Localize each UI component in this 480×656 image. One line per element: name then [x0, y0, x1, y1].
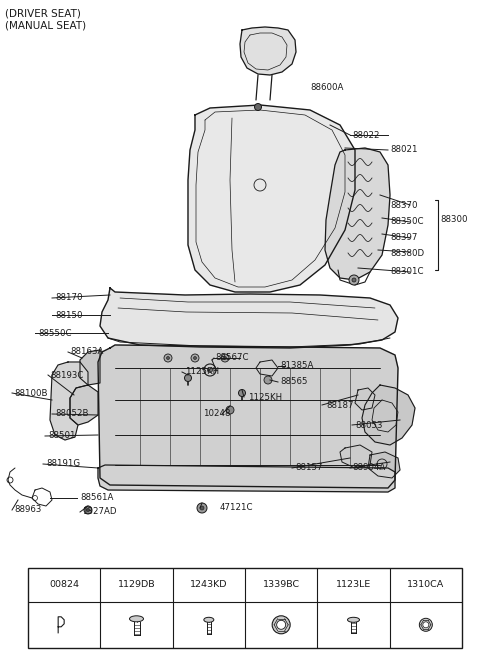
Circle shape	[221, 354, 229, 362]
Ellipse shape	[272, 616, 290, 634]
Ellipse shape	[348, 617, 360, 623]
Text: 1125KH: 1125KH	[185, 367, 219, 377]
Text: 88565: 88565	[280, 377, 308, 386]
Polygon shape	[98, 345, 398, 488]
Text: 88380D: 88380D	[390, 249, 424, 258]
Text: 1339BC: 1339BC	[263, 581, 300, 589]
Polygon shape	[80, 350, 100, 385]
Text: 88163A: 88163A	[70, 348, 103, 356]
Text: 88300: 88300	[440, 216, 468, 224]
Circle shape	[352, 278, 356, 282]
Text: 00824: 00824	[49, 581, 79, 589]
Circle shape	[86, 508, 89, 512]
Text: 1310CA: 1310CA	[407, 581, 444, 589]
Text: 88022: 88022	[352, 131, 380, 140]
Ellipse shape	[204, 617, 214, 623]
Circle shape	[207, 367, 213, 373]
Text: 88053: 88053	[355, 420, 383, 430]
Bar	[28, 568, 462, 648]
Ellipse shape	[423, 622, 429, 628]
Text: 1129DB: 1129DB	[118, 581, 156, 589]
Text: 88550C: 88550C	[38, 329, 72, 337]
Circle shape	[193, 356, 196, 359]
Text: 88191G: 88191G	[46, 459, 80, 468]
Text: 10248: 10248	[203, 409, 230, 419]
Circle shape	[254, 104, 262, 110]
Circle shape	[224, 356, 227, 359]
Text: 1327AD: 1327AD	[82, 508, 117, 516]
Polygon shape	[362, 385, 415, 445]
Polygon shape	[368, 452, 400, 478]
Circle shape	[264, 376, 272, 384]
Text: 88561A: 88561A	[80, 493, 113, 502]
Text: (DRIVER SEAT): (DRIVER SEAT)	[5, 8, 81, 18]
Text: 88904A: 88904A	[352, 464, 385, 472]
Polygon shape	[98, 465, 395, 492]
Circle shape	[167, 356, 169, 359]
Circle shape	[191, 354, 199, 362]
Text: (MANUAL SEAT): (MANUAL SEAT)	[5, 20, 86, 30]
Circle shape	[197, 503, 207, 513]
Polygon shape	[240, 27, 296, 75]
Text: 1243KD: 1243KD	[190, 581, 228, 589]
Polygon shape	[355, 388, 375, 410]
Text: 88157: 88157	[295, 464, 323, 472]
Text: 88100B: 88100B	[14, 388, 48, 398]
Text: 88052B: 88052B	[55, 409, 88, 419]
Circle shape	[184, 375, 192, 382]
Polygon shape	[188, 105, 355, 292]
Polygon shape	[50, 362, 88, 440]
Text: 1125KH: 1125KH	[248, 392, 282, 401]
Polygon shape	[340, 445, 372, 468]
Text: 88350C: 88350C	[390, 218, 423, 226]
Text: 1123LE: 1123LE	[336, 581, 371, 589]
Text: 88397: 88397	[390, 234, 418, 243]
Text: 47121C: 47121C	[220, 504, 253, 512]
Text: 88301C: 88301C	[390, 268, 423, 276]
Polygon shape	[70, 385, 98, 425]
Polygon shape	[100, 288, 398, 348]
Circle shape	[349, 275, 359, 285]
Circle shape	[200, 506, 204, 510]
Circle shape	[239, 390, 245, 396]
Text: 88193C: 88193C	[50, 371, 84, 380]
Text: 88170: 88170	[55, 293, 83, 302]
Ellipse shape	[420, 619, 432, 631]
Ellipse shape	[130, 616, 144, 622]
Text: 88963: 88963	[14, 506, 41, 514]
Text: 88021: 88021	[390, 146, 418, 155]
Text: 88600A: 88600A	[310, 83, 343, 92]
Ellipse shape	[276, 621, 286, 629]
Text: 88501: 88501	[48, 432, 75, 440]
Text: 88370: 88370	[390, 201, 418, 209]
Text: 88567C: 88567C	[215, 354, 249, 363]
Circle shape	[84, 506, 92, 514]
Text: 81385A: 81385A	[280, 361, 313, 371]
Text: 88187: 88187	[326, 401, 353, 409]
Circle shape	[226, 406, 234, 414]
Polygon shape	[325, 148, 390, 280]
Circle shape	[164, 354, 172, 362]
Text: 88150: 88150	[55, 310, 83, 319]
